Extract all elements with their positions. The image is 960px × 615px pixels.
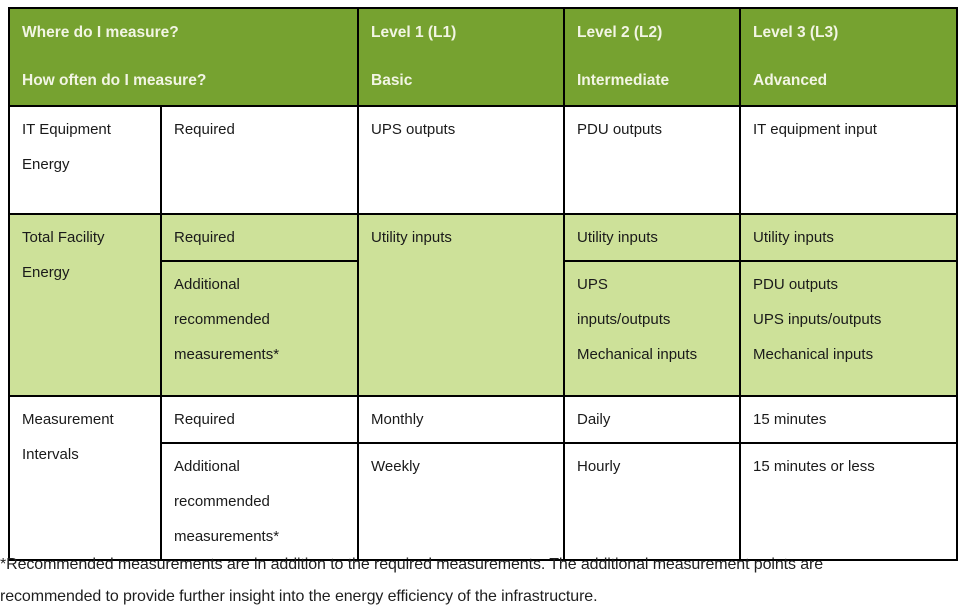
cell-it-l1: UPS outputs xyxy=(357,105,565,215)
cell-mi-additional-l3: 15 minutes or less xyxy=(739,442,958,561)
cell-mi-required-label: Required xyxy=(160,395,359,444)
cell-it-l3: IT equipment input xyxy=(739,105,958,215)
cell-mi-additional-label: Additional recommended measurements* xyxy=(160,442,359,561)
cell-mi-required-l3: 15 minutes xyxy=(739,395,958,444)
row-label-it-equipment-energy: IT Equipment Energy xyxy=(8,105,162,215)
cell-it-required-label: Required xyxy=(160,105,359,215)
cell-tf-additional-l3: PDU outputs UPS inputs/outputs Mechanica… xyxy=(739,260,958,397)
cell-mi-additional-l1: Weekly xyxy=(357,442,565,561)
cell-tf-l1-merged: Utility inputs xyxy=(357,213,565,397)
header-level-1: Level 1 (L1) Basic xyxy=(357,7,565,107)
cell-tf-required-label: Required xyxy=(160,213,359,262)
cell-tf-additional-l2: UPS inputs/outputs Mechanical inputs xyxy=(563,260,741,397)
cell-mi-additional-l2: Hourly xyxy=(563,442,741,561)
cell-tf-required-l3: Utility inputs xyxy=(739,213,958,262)
header-where-how: Where do I measure? How often do I measu… xyxy=(8,7,359,107)
header-level-3: Level 3 (L3) Advanced xyxy=(739,7,958,107)
cell-tf-additional-label: Additional recommended measurements* xyxy=(160,260,359,397)
measurement-levels-table: Where do I measure? How often do I measu… xyxy=(8,7,958,561)
cell-tf-required-l2: Utility inputs xyxy=(563,213,741,262)
header-level-2: Level 2 (L2) Intermediate xyxy=(563,7,741,107)
cell-it-l2: PDU outputs xyxy=(563,105,741,215)
footnote: *Recommended measurements are in additio… xyxy=(0,556,824,605)
cell-mi-required-l2: Daily xyxy=(563,395,741,444)
cell-mi-required-l1: Monthly xyxy=(357,395,565,444)
row-label-total-facility-energy: Total Facility Energy xyxy=(8,213,162,397)
row-label-measurement-intervals: Measurement Intervals xyxy=(8,395,162,561)
